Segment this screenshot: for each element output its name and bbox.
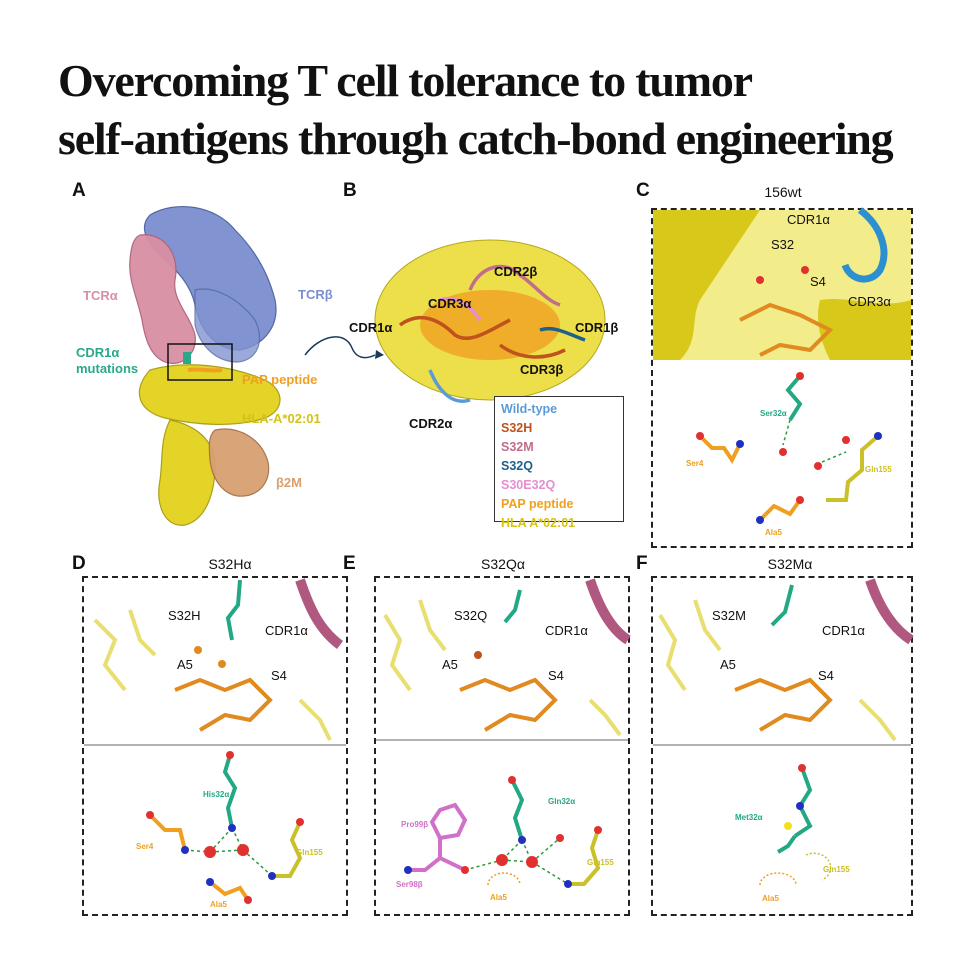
d-label-cdr1a: CDR1α xyxy=(265,623,308,638)
e-res-gln32a: Gln32α xyxy=(548,797,576,806)
label-cdr3a: CDR3α xyxy=(428,296,472,311)
c-res-ser4: Ser4 xyxy=(686,459,704,468)
legend-item: S32Q xyxy=(501,459,533,473)
f-res-gln155: Gln155 xyxy=(823,865,850,874)
label-cdr2b: CDR2β xyxy=(494,264,538,279)
c-label-cdr3a: CDR3α xyxy=(848,294,891,309)
title-line-1: Overcoming T cell tolerance to tumor xyxy=(58,55,753,106)
legend-item: S30E32Q xyxy=(501,478,556,492)
label-cdr2a: CDR2α xyxy=(409,416,453,431)
panel-d-frame xyxy=(82,576,348,916)
f-label-a5: A5 xyxy=(720,657,736,672)
c-res-ala5: Ala5 xyxy=(765,528,782,537)
panel-b-label: B xyxy=(343,180,357,201)
panel-e-frame xyxy=(374,576,630,916)
label-pap-peptide: PAP peptide xyxy=(242,372,318,387)
title-line-2: self-antigens through catch-bond enginee… xyxy=(58,113,894,164)
f-label-mut: S32M xyxy=(712,608,746,623)
legend-item: HLA A*02:01 xyxy=(501,516,576,530)
e-res-gln155: Gln155 xyxy=(587,858,614,867)
c-label-s32: S32 xyxy=(771,237,795,252)
panel-f-label: F xyxy=(636,553,648,574)
panel-d-label: D xyxy=(72,553,86,574)
panel-c-frame xyxy=(651,208,913,548)
panel-d-title: S32Hα xyxy=(208,556,252,572)
c-label-cdr1a: CDR1α xyxy=(787,212,830,227)
e-res-ser98b: Ser98β xyxy=(396,880,423,889)
e-label-a5: A5 xyxy=(442,657,458,672)
label-b2m: β2M xyxy=(276,475,302,490)
label-tcra: TCRα xyxy=(83,288,118,303)
e-res-pro99b: Pro99β xyxy=(401,820,429,829)
f-label-cdr1a: CDR1α xyxy=(822,623,865,638)
legend-item: S32M xyxy=(501,440,534,454)
legend-item: Wild-type xyxy=(501,402,558,416)
label-hla: HLA-A*02:01 xyxy=(242,411,321,426)
panel-e-label: E xyxy=(343,553,356,574)
legend-item: S32H xyxy=(501,421,533,435)
f-res-ala5: Ala5 xyxy=(762,894,779,903)
c-res-gln155: Gln155 xyxy=(865,465,892,474)
d-label-s4: S4 xyxy=(271,668,287,683)
label-cdr1a: CDR1α xyxy=(349,320,393,335)
d-res-ala5: Ala5 xyxy=(210,900,227,909)
c-res-ser32a: Ser32α xyxy=(760,409,787,418)
panel-c-label: C xyxy=(636,180,650,201)
d-res-his32a: His32α xyxy=(203,790,230,799)
label-cdr1b: CDR1β xyxy=(575,320,619,335)
label-cdr3b: CDR3β xyxy=(520,362,564,377)
legend-item: PAP peptide xyxy=(501,497,574,511)
panel-a-label: A xyxy=(72,180,86,201)
d-label-mut: S32H xyxy=(168,608,201,623)
f-res-met32a: Met32α xyxy=(735,813,763,822)
e-label-cdr1a: CDR1α xyxy=(545,623,588,638)
c-label-s4: S4 xyxy=(810,274,826,289)
e-res-ala5: Ala5 xyxy=(490,893,507,902)
panel-e-title: S32Qα xyxy=(481,556,525,572)
e-label-mut: S32Q xyxy=(454,608,488,623)
label-cdr1a-mutations: CDR1α mutations xyxy=(76,345,139,376)
legend: Wild-type S32H S32M S32Q S30E32Q PAP pep… xyxy=(494,396,624,530)
panel-f-frame xyxy=(651,576,913,916)
f-label-s4: S4 xyxy=(818,668,834,683)
label-tcrb: TCRβ xyxy=(298,287,333,302)
panel-c-title: 156wt xyxy=(764,184,802,200)
e-label-s4: S4 xyxy=(548,668,564,683)
d-res-gln155: Gln155 xyxy=(296,848,323,857)
page-title: Overcoming T cell tolerance to tumor sel… xyxy=(58,52,938,168)
panel-f-title: S32Mα xyxy=(767,556,813,572)
d-label-a5: A5 xyxy=(177,657,193,672)
d-res-ser4: Ser4 xyxy=(136,842,154,851)
